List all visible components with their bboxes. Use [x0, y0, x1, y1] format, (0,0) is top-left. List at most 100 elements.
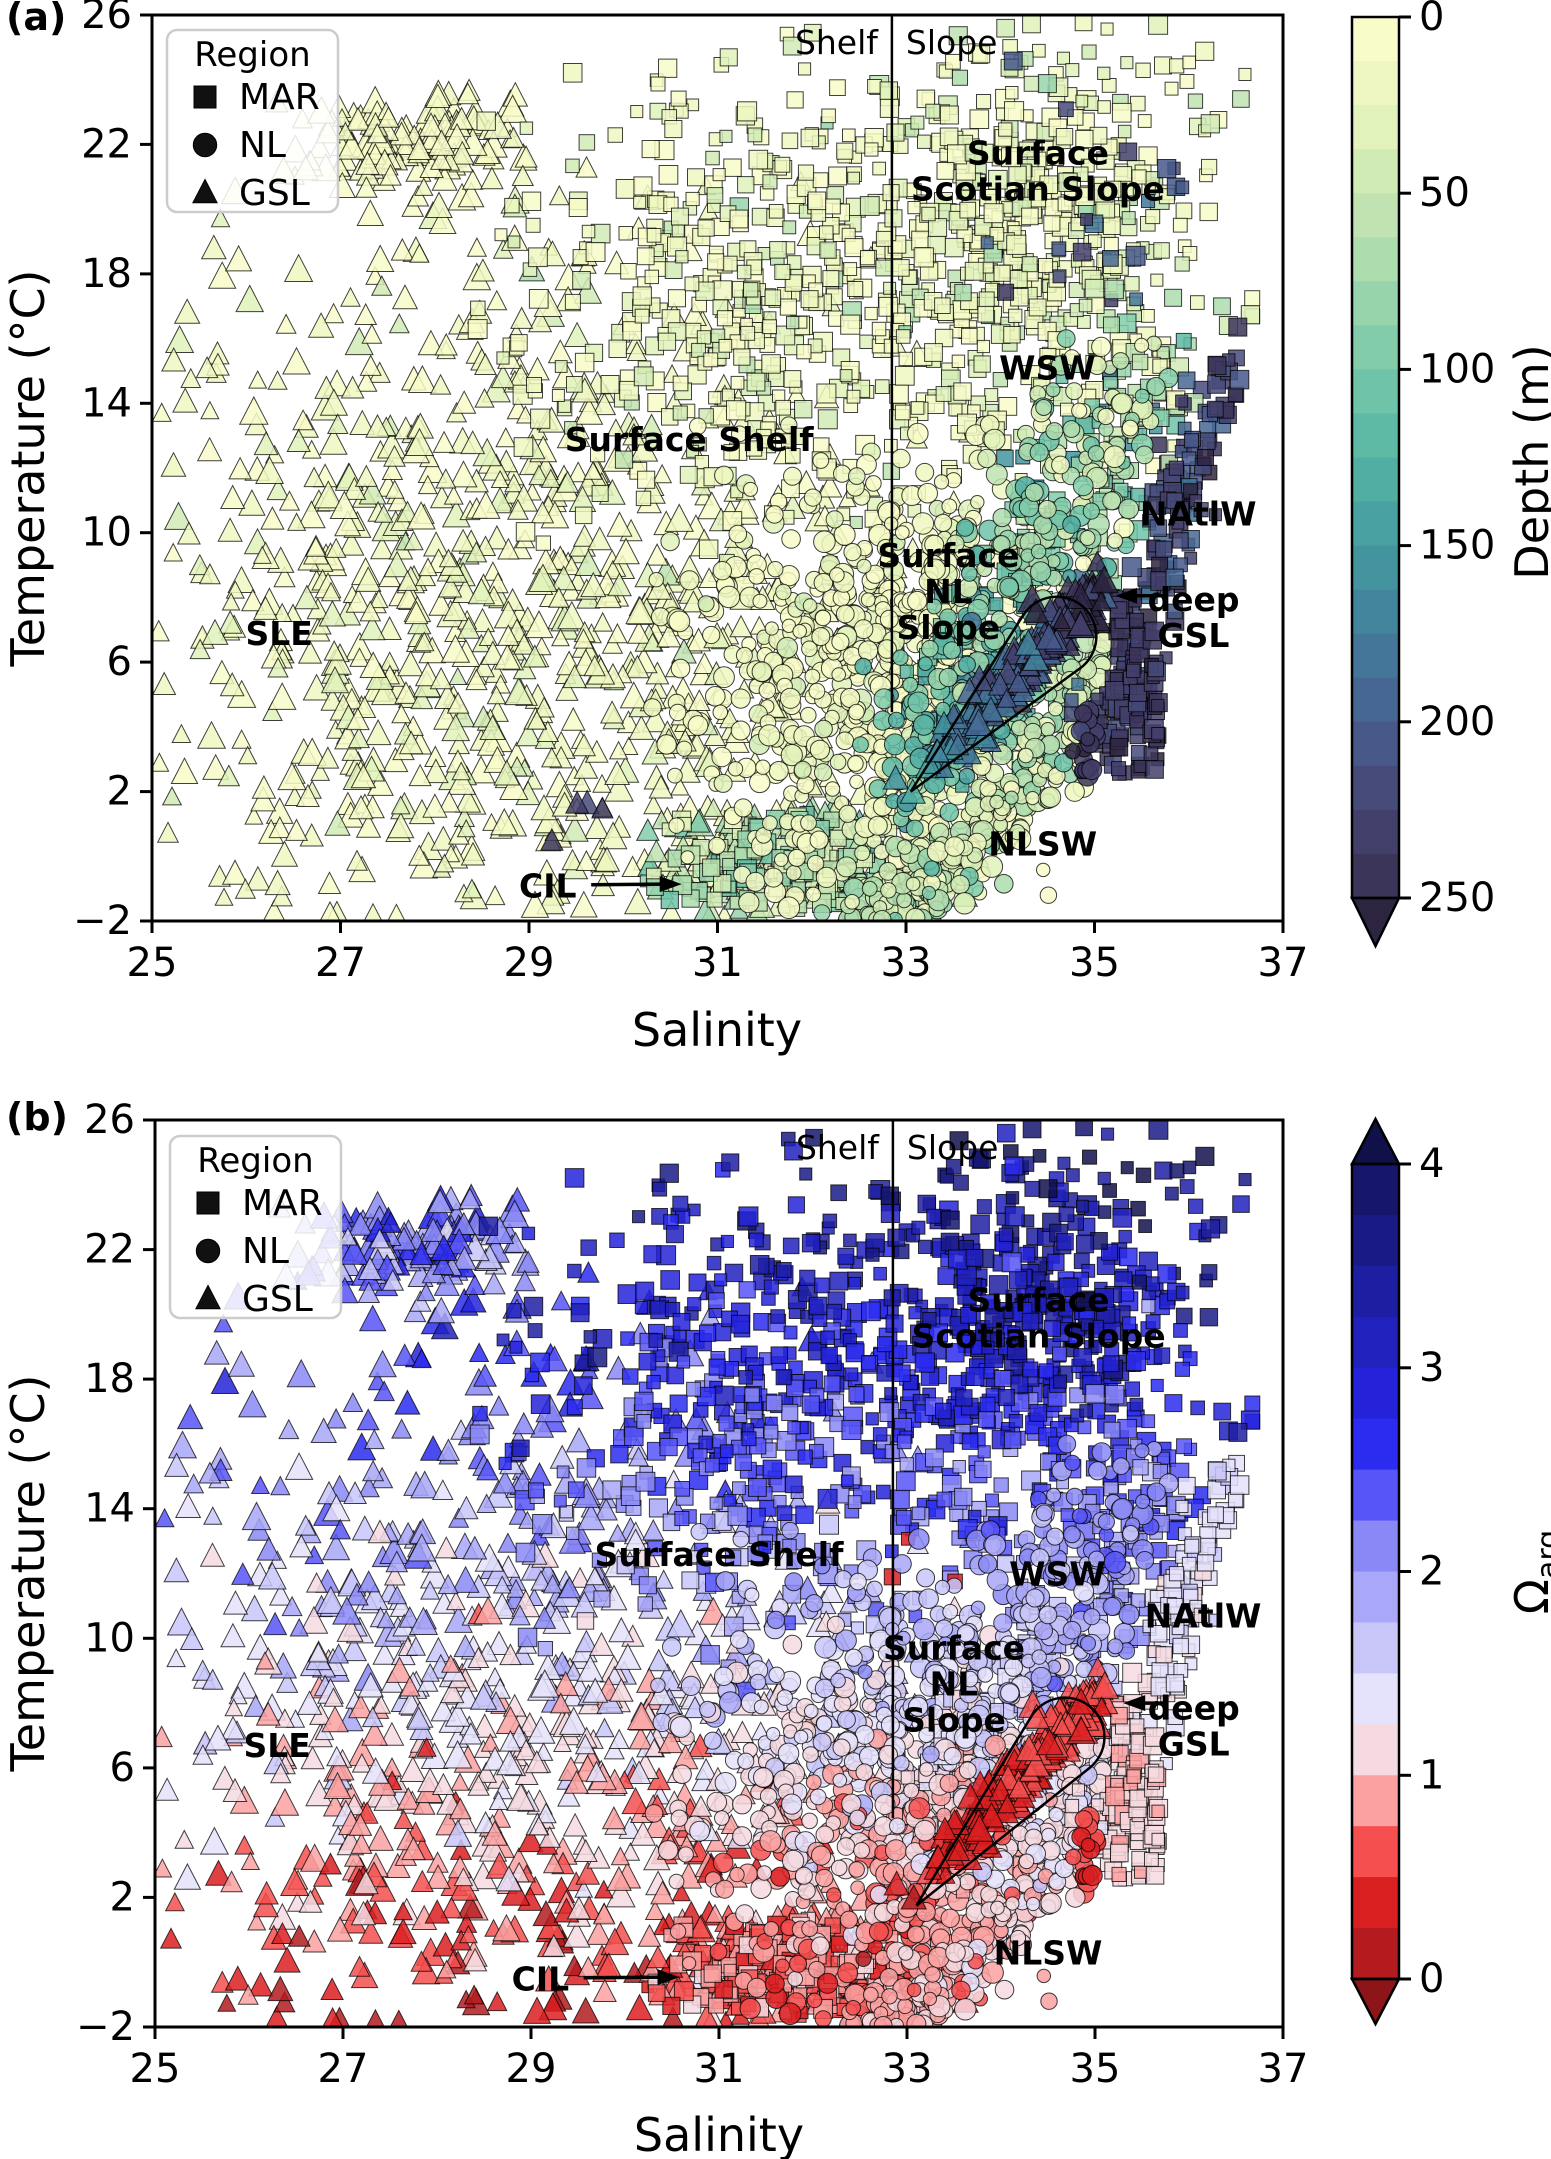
legend-item-label: MAR: [242, 1183, 323, 1224]
scatter-layer: [155, 1120, 1261, 2027]
y-axis: 26 22 18 14 10 6 2 −2 Temperature (°C): [1, 1097, 155, 2050]
arrowhead: [1115, 587, 1138, 604]
annotation-text: CIL: [519, 866, 577, 905]
annotation-text: WSW: [999, 349, 1096, 388]
annotation-text: SLE: [244, 1726, 311, 1765]
legend-title: Region: [197, 1141, 313, 1181]
arrowhead: [657, 1969, 680, 1986]
x-axis-label: Salinity: [632, 1003, 802, 1057]
y-tick-label: −2: [76, 2004, 135, 2050]
y-tick-label: 10: [84, 1615, 135, 1661]
y-axis-label: Temperature (°C): [1, 269, 55, 667]
colorbar-tick-label: 0: [1419, 1956, 1444, 2002]
y-tick-label: 2: [110, 1874, 135, 1920]
slope-label: Slope: [906, 23, 998, 62]
x-tick-label: 31: [694, 2046, 745, 2092]
x-tick-label: 25: [130, 2046, 181, 2092]
legend-item-label: GSL: [242, 1279, 313, 1320]
legend-marker-circle: [195, 1238, 221, 1264]
cluster-natlw-string-3: [1142, 1727, 1169, 1885]
y-tick-label: 2: [107, 769, 132, 815]
annotation-text: NL: [924, 572, 973, 611]
legend-marker-triangle: [192, 178, 218, 204]
annotation-text: Surface: [877, 536, 1019, 575]
colorbar-tick-label: 2: [1419, 1549, 1444, 1595]
cluster-gsl-top-blob: [267, 1183, 540, 1324]
annotation-text: Scotian Slope: [912, 1317, 1166, 1356]
annotation-text: GSL: [1158, 616, 1230, 655]
annotation-text: Slope: [897, 608, 1001, 647]
cluster-deep-gsl-wedge: [882, 550, 1119, 804]
annotation-text: Surface: [967, 133, 1109, 172]
legend-marker-square: [196, 1191, 220, 1215]
x-tick-label: 29: [506, 2046, 557, 2092]
colorbar-b: 0 1 2 3 4 Ωarg: [1349, 1116, 1551, 2027]
y-tick-label: −2: [73, 898, 132, 944]
annotation-text: deep: [1147, 580, 1239, 619]
cluster-cil-deep-sprinkle: [539, 789, 614, 851]
arrowhead: [659, 876, 682, 893]
panel-letter-a: (a): [6, 0, 66, 39]
x-tick-label: 35: [1069, 940, 1120, 986]
shelf-slope-divider: Shelf Slope: [795, 15, 998, 713]
y-axis-label: Temperature (°C): [1, 1374, 55, 1772]
slope-label: Slope: [907, 1128, 999, 1167]
legend-item-label: MAR: [239, 77, 320, 118]
x-axis-label: Salinity: [634, 2108, 804, 2159]
x-tick-label: 27: [318, 2046, 369, 2092]
shelf-slope-divider: Shelf Slope: [796, 1120, 999, 1819]
annotation-text: GSL: [1158, 1725, 1230, 1764]
colorbar-label: Depth (m): [1505, 344, 1551, 579]
annotation-text: Surface Shelf: [595, 1535, 845, 1574]
x-axis: 25 27 29 31 33 35 37 Salinity: [127, 921, 1309, 1057]
y-tick-label: 22: [81, 121, 132, 167]
colorbar-tick-label: 150: [1419, 523, 1495, 569]
colorbar-a: 0 50 100 150 200 250 Depth (m): [1349, 0, 1551, 949]
colorbar-label: Ωarg: [1505, 1530, 1551, 1614]
annotation-text: Surface Shelf: [565, 420, 815, 459]
cluster-gsl-top-blob: [264, 78, 538, 218]
annotation-text: NLSW: [994, 1934, 1103, 1973]
x-tick-label: 31: [692, 940, 743, 986]
annotation-text: deep: [1148, 1689, 1240, 1728]
cluster-natlw-string-2: [1123, 1718, 1154, 1885]
x-tick-label: 35: [1070, 2046, 1121, 2092]
legend-marker-triangle: [195, 1284, 221, 1310]
annotation-text: Surface: [968, 1281, 1110, 1320]
y-tick-label: 18: [81, 251, 132, 297]
legend-marker-square: [193, 85, 217, 109]
annotation-text: NAtlW: [1145, 1597, 1262, 1636]
cluster-deep-gsl-string-circles: [1064, 700, 1106, 787]
legend-title: Region: [194, 35, 310, 75]
annotation-text: SLE: [246, 614, 313, 653]
y-tick-label: 14: [81, 380, 132, 426]
colorbar-tick-label: 0: [1419, 0, 1444, 40]
y-tick-label: 26: [81, 0, 132, 38]
shelf-label: Shelf: [796, 1128, 880, 1167]
annotation-text: Scotian Slope: [911, 169, 1165, 208]
y-axis: 26 22 18 14 10 6 2 −2 Temperature (°C): [1, 0, 152, 944]
annotation-text: WSW: [1009, 1555, 1106, 1594]
x-tick-label: 37: [1258, 940, 1309, 986]
colorbar-tick-label: 250: [1419, 875, 1495, 921]
colorbar-tick-label: 4: [1419, 1141, 1444, 1187]
x-tick-label: 33: [881, 940, 932, 986]
annotation-text: Slope: [902, 1701, 1006, 1740]
annotation-text: NLSW: [988, 824, 1097, 863]
y-tick-label: 6: [107, 639, 132, 685]
y-tick-label: 18: [84, 1356, 135, 1402]
legend-item-label: GSL: [239, 173, 310, 214]
legend-item-label: NL: [242, 1231, 289, 1272]
annotation-text: Surface: [883, 1629, 1025, 1668]
x-axis: 25 27 29 31 33 35 37 Salinity: [130, 2027, 1308, 2159]
y-tick-label: 10: [81, 510, 132, 556]
deep-gsl-outline: [915, 1696, 1106, 1907]
y-tick-label: 22: [84, 1227, 135, 1273]
colorbar-tick-label: 100: [1419, 346, 1495, 392]
